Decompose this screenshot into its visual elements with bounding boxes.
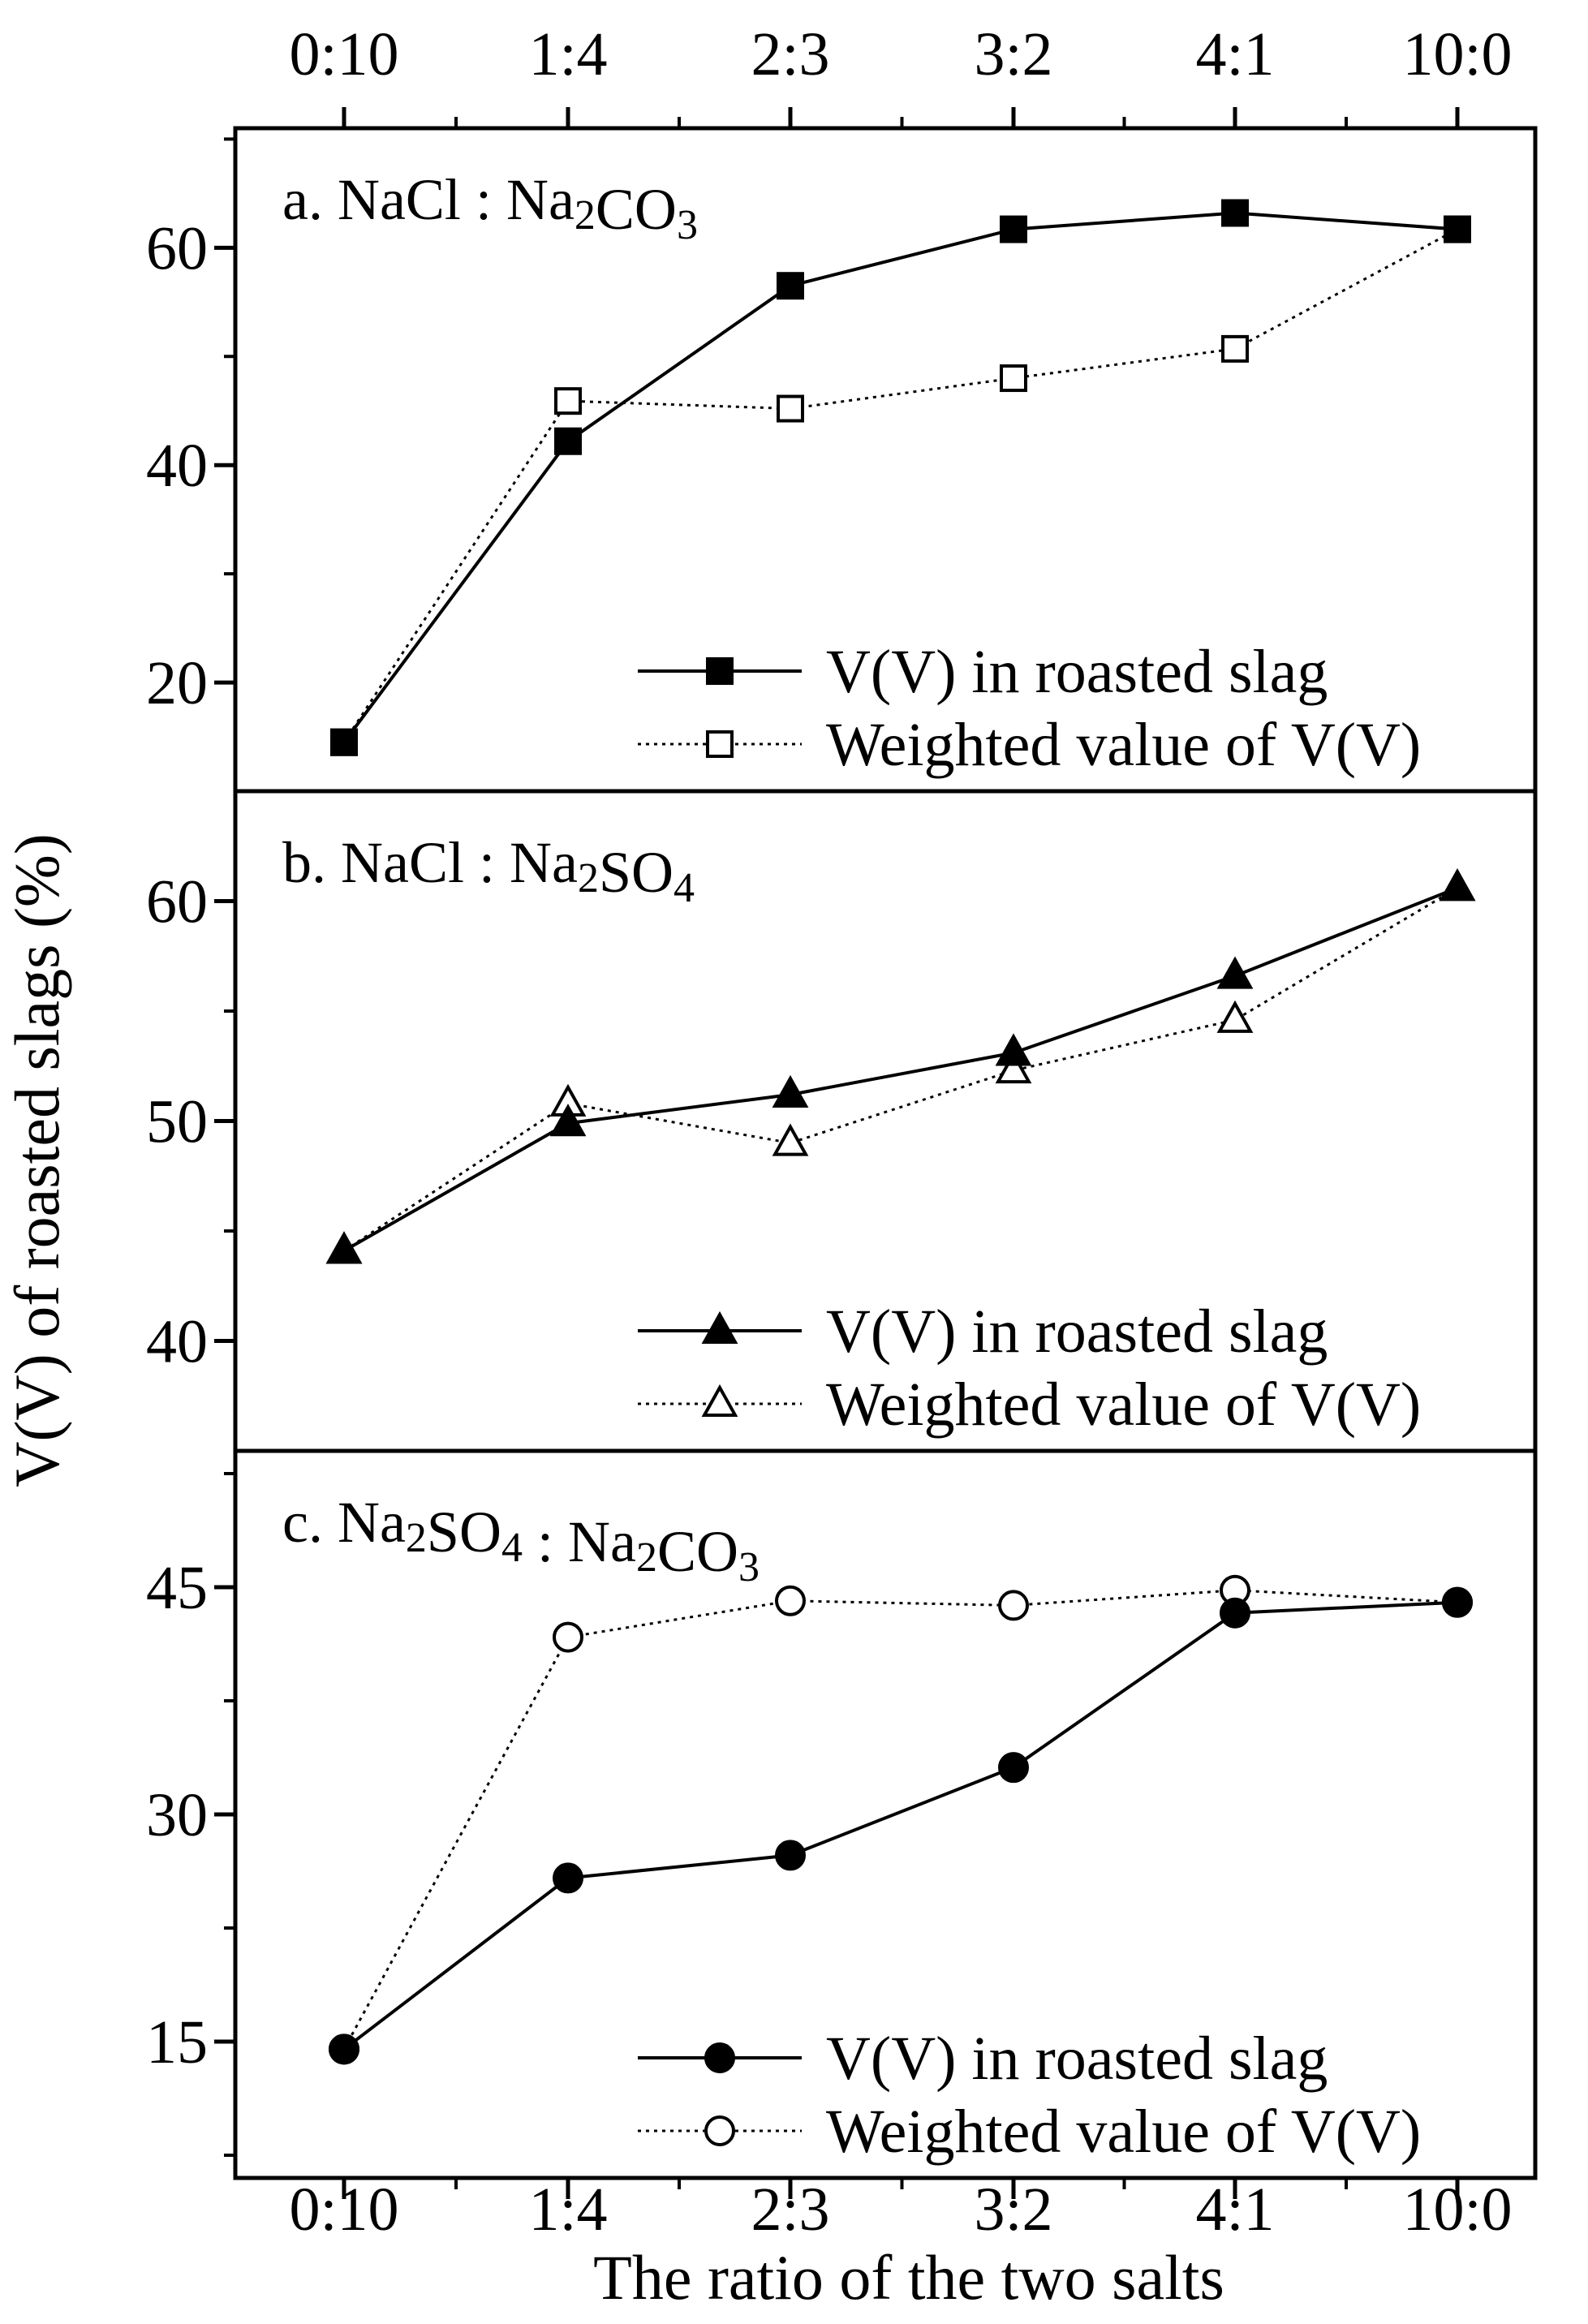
panel-title-text: SO [427, 1500, 501, 1564]
data-point-measured [554, 427, 582, 455]
panel-title-subscript: 2 [575, 192, 596, 239]
panel-title-text: b. NaCl : Na [282, 830, 578, 895]
x-tick-label-bottom: 10:0 [1402, 2176, 1512, 2244]
x-tick-label-bottom: 0:10 [289, 2176, 398, 2244]
legend-label: Weighted value of V(V) [826, 1371, 1421, 1439]
panel-a: 20 40 60 a. NaCl : Na2CO3 V(V) in roasted sl… [146, 137, 1471, 779]
x-tick-label-bottom: 3:2 [974, 2176, 1052, 2244]
data-point-weighted [1216, 1000, 1254, 1033]
y-tick-label: 40 [146, 432, 208, 500]
panel-title-text: SO [599, 840, 674, 905]
panel-title-subscript: 3 [677, 202, 698, 248]
data-point-measured [777, 272, 804, 300]
series-line-measured [343, 886, 1458, 1253]
data-point-measured [775, 1840, 806, 1871]
data-point-measured [772, 1074, 809, 1108]
panel-title-text: CO [596, 177, 677, 242]
y-tick-label: 50 [146, 1088, 208, 1156]
series-line-weighted [343, 886, 1458, 1252]
legend-marker [704, 2042, 735, 2073]
panel-title: b. NaCl : Na2SO4 [282, 830, 695, 911]
panel-title-subscript: 3 [738, 1544, 760, 1590]
x-tick-label-top: 0:10 [289, 20, 398, 88]
legend-marker [701, 1310, 738, 1344]
panel-title-subscript: 2 [578, 855, 599, 902]
x-tick-label-top: 3:2 [974, 20, 1052, 88]
data-point-weighted [995, 1051, 1032, 1084]
legend-label: Weighted value of V(V) [826, 711, 1421, 779]
series-line-weighted [342, 1589, 1458, 2051]
series-line-measured [342, 1600, 1458, 2051]
y-axis-title: V(V) of roasted slags (%) [2, 833, 72, 1487]
data-point-weighted [1221, 334, 1249, 363]
panel-title-text: c. Na [282, 1490, 406, 1555]
panel-title-text: a. NaCl : Na [282, 167, 575, 232]
legend-label: V(V) in roasted slag [826, 2025, 1328, 2093]
data-point-measured [549, 1104, 587, 1137]
panel-title-subscript: 2 [636, 1534, 657, 1581]
x-tick-label-bottom: 1:4 [528, 2176, 607, 2244]
data-point-measured [330, 728, 358, 756]
panel-title: c. Na2SO4 : Na2CO3 [282, 1490, 760, 1590]
data-point-weighted [772, 1123, 809, 1156]
data-point-measured [329, 2034, 359, 2065]
legend-marker [706, 657, 734, 685]
data-point-measured [1442, 1586, 1473, 1618]
legend-marker [704, 2115, 735, 2146]
x-axis-title: The ratio of the two salts [593, 2242, 1224, 2313]
x-tick-label-top: 10:0 [1402, 20, 1512, 88]
x-tick-label-top: 1:4 [528, 20, 607, 88]
data-point-weighted [777, 394, 804, 423]
plot-frame [233, 126, 1538, 2180]
legend-marker [701, 1384, 738, 1417]
legend-label: Weighted value of V(V) [826, 2098, 1421, 2166]
data-point-measured [995, 1033, 1032, 1066]
data-point-weighted [1000, 364, 1027, 393]
legend-label: V(V) in roasted slag [826, 638, 1328, 706]
data-point-measured [1216, 956, 1254, 989]
data-point-weighted [554, 387, 582, 415]
data-point-measured [1000, 215, 1027, 243]
y-tick-label: 60 [146, 214, 208, 282]
panel-b: 40 50 60 b. NaCl : Na2SO4 V(V) in roasted sl… [146, 830, 1476, 1439]
data-point-weighted [775, 1585, 806, 1616]
series-line-weighted [342, 228, 1458, 743]
data-point-weighted [998, 1590, 1029, 1621]
series-line-measured [342, 211, 1458, 743]
panel-title-subscript: 4 [501, 1525, 523, 1571]
data-point-measured [1439, 868, 1476, 902]
x-tick-label-top: 4:1 [1195, 20, 1274, 88]
panel-title-subscript: 2 [406, 1515, 427, 1561]
y-tick-label: 45 [146, 1554, 208, 1622]
y-tick-label: 15 [146, 2008, 208, 2077]
y-tick-label: 30 [146, 1781, 208, 1849]
data-point-measured [1221, 199, 1249, 227]
x-tick-label-bottom: 2:3 [751, 2176, 829, 2244]
legend-label: V(V) in roasted slag [826, 1298, 1328, 1366]
panel-title-text: CO [657, 1519, 738, 1584]
panel-title-subscript: 4 [674, 865, 695, 911]
y-tick-label: 60 [146, 868, 208, 936]
x-tick-label-bottom: 4:1 [1195, 2176, 1274, 2244]
y-tick-label: 20 [146, 649, 208, 717]
x-tick-label-top: 2:3 [751, 20, 829, 88]
y-tick-label: 40 [146, 1308, 208, 1376]
legend-marker [706, 730, 734, 758]
plot-group: 0:10 0:10 1:4 1:4 2:3 2:3 3:2 3:2 4:1 4:1 10:0 10:0… [146, 20, 1538, 2244]
data-point-measured [553, 1862, 583, 1894]
panel-title-text: : Na [523, 1509, 636, 1574]
data-point-measured [998, 1752, 1029, 1784]
data-point-weighted [553, 1621, 583, 1653]
panel-title: a. NaCl : Na2CO3 [282, 167, 698, 248]
data-point-measured [1220, 1597, 1250, 1629]
data-point-measured [1444, 215, 1471, 243]
data-point-measured [325, 1231, 363, 1264]
